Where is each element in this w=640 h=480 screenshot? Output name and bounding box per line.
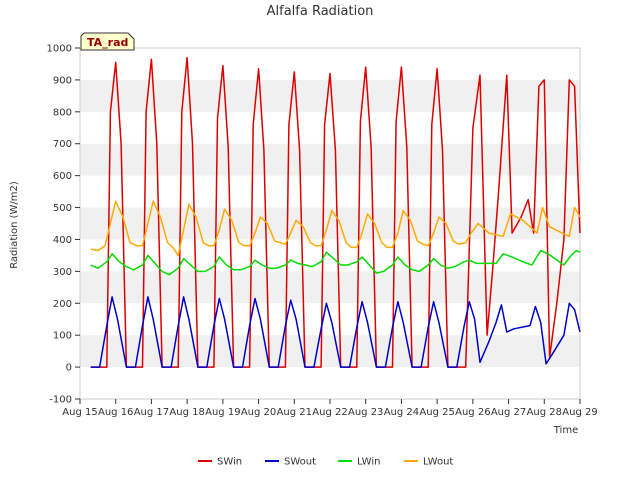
x-tick-label: Aug 19 (205, 407, 240, 418)
y-tick-label: 300 (53, 267, 72, 278)
y-tick-label: -100 (49, 395, 72, 406)
legend-label-swin: SWin (217, 457, 242, 468)
grid-band (80, 175, 580, 208)
legend: SWin SWout LWin LWout (198, 457, 453, 468)
grid-bands (80, 48, 580, 399)
y-tick-label: 400 (53, 235, 72, 246)
x-axis-ticks: Aug 15 Aug 16 Aug 17 Aug 18 Aug 19 Aug 20 Aug … (62, 399, 598, 418)
y-axis-ticks: -100 0 100 200 300 400 500 600 700 800 900 1000 (47, 44, 80, 406)
x-tick-label: Aug 21 (277, 407, 312, 418)
y-axis-title: Radiation (W/m2) (9, 181, 20, 269)
y-tick-label: 900 (53, 75, 72, 86)
y-tick-label: 100 (53, 331, 72, 342)
x-tick-label: Aug 25 (419, 407, 454, 418)
y-tick-label: 0 (66, 363, 72, 374)
y-tick-label: 800 (53, 107, 72, 118)
y-tick-label: 700 (53, 139, 72, 150)
x-axis-title: Time (553, 425, 578, 436)
y-tick-label: 600 (53, 171, 72, 182)
grid-band (80, 271, 580, 304)
ta-rad-badge-label: TA_rad (87, 36, 128, 49)
x-tick-label: Aug 27 (491, 407, 526, 418)
series-line-swin (90, 56, 581, 368)
x-tick-label: Aug 26 (455, 407, 490, 418)
x-tick-label: Aug 17 (134, 407, 169, 418)
y-tick-label: 1000 (47, 44, 72, 55)
x-tick-label: Aug 28 (527, 407, 562, 418)
ta-rad-badge-box (80, 32, 135, 51)
ta-rad-badge: TA_rad (80, 32, 135, 51)
chart-title: Alfalfa Radiation (267, 4, 374, 19)
y-tick-label: 200 (53, 299, 72, 310)
x-tick-label: Aug 15 (62, 407, 97, 418)
x-tick-label: Aug 29 (562, 407, 597, 418)
y-tick-label: 500 (53, 203, 72, 214)
grid-band (80, 335, 580, 368)
series-line-lwout (90, 200, 581, 257)
series-line-swout (90, 296, 581, 368)
x-tick-label: Aug 22 (312, 407, 347, 418)
legend-label-swout: SWout (284, 457, 316, 468)
grid-band (80, 207, 580, 240)
grid-band (80, 143, 580, 176)
x-tick-label: Aug 18 (169, 407, 204, 418)
legend-label-lwout: LWout (423, 457, 453, 468)
x-tick-label: Aug 23 (348, 407, 383, 418)
grid-band (80, 367, 580, 399)
grid-band (80, 111, 580, 144)
x-tick-label: Aug 20 (241, 407, 276, 418)
series-line-lwin (90, 249, 581, 276)
series-lines (90, 56, 581, 368)
legend-label-lwin: LWin (357, 457, 380, 468)
x-tick-label: Aug 16 (98, 407, 133, 418)
grid-band (80, 79, 580, 112)
x-tick-label: Aug 24 (384, 407, 419, 418)
